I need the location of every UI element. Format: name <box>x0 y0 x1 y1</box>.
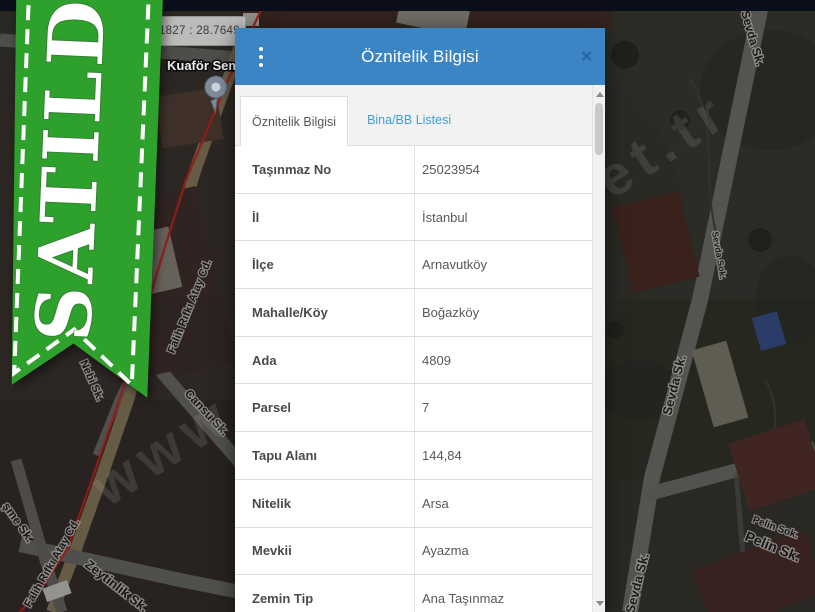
table-row: Mahalle/Köy Boğazköy <box>235 289 592 337</box>
scrollbar-thumb[interactable] <box>595 103 603 155</box>
close-icon[interactable]: ✕ <box>580 48 593 65</box>
tab-bar: Öznitelik Bilgisi Bina/BB Listesi <box>235 85 605 146</box>
row-value: Boğazköy <box>422 304 480 320</box>
row-label: İlçe <box>235 241 415 289</box>
row-value: 144,84 <box>422 447 462 463</box>
row-label: Taşınmaz No <box>235 146 415 193</box>
kebab-menu-icon[interactable] <box>255 43 267 71</box>
row-value: Arnavutköy <box>422 257 488 273</box>
row-value: Arsa <box>422 495 449 511</box>
row-value: Ana Taşınmaz <box>422 591 505 607</box>
table-row: İlçe Arnavutköy <box>235 241 592 290</box>
tab-bina-bb-listesi[interactable]: Bina/BB Listesi <box>367 113 452 127</box>
row-value: 7 <box>422 400 430 416</box>
row-label: Parsel <box>235 384 415 432</box>
map-pin-icon[interactable] <box>203 75 230 115</box>
modal-scrollbar[interactable] <box>592 85 605 612</box>
table-row: Tapu Alanı 144,84 <box>235 432 592 480</box>
table-row: Parsel 7 <box>235 384 592 433</box>
coordinates-display: 41.1827 : 28.7649 <box>136 16 246 46</box>
table-row: Taşınmaz No 25023954 <box>235 146 592 194</box>
row-label: Mevkii <box>235 527 415 575</box>
row-label: Ada <box>235 336 415 384</box>
tab-oznitelik-bilgisi[interactable]: Öznitelik Bilgisi <box>240 96 349 146</box>
modal-body: Öznitelik Bilgisi Bina/BB Listesi Taşınm… <box>235 85 605 612</box>
row-label: Zemin Tip <box>235 575 415 612</box>
scroll-up-icon[interactable] <box>593 87 605 101</box>
browser-top-strip <box>0 0 815 11</box>
row-label: Nitelik <box>235 479 415 527</box>
table-row: Mevkii Ayazma <box>235 527 592 576</box>
table-row: Ada 4809 <box>235 336 592 385</box>
row-value: İstanbul <box>422 209 468 225</box>
table-row: Zemin Tip Ana Taşınmaz <box>235 575 592 612</box>
row-label: İl <box>235 193 415 241</box>
scroll-down-icon[interactable] <box>593 596 605 610</box>
table-row: Nitelik Arsa <box>235 479 592 528</box>
row-value: Ayazma <box>422 543 469 559</box>
row-label: Tapu Alanı <box>235 432 415 479</box>
row-label: Mahalle/Köy <box>235 289 415 336</box>
modal-header: Öznitelik Bilgisi ✕ <box>235 28 605 85</box>
table-row: İl İstanbul <box>235 193 592 242</box>
modal-title: Öznitelik Bilgisi <box>361 46 479 66</box>
attribute-info-modal: Öznitelik Bilgisi ✕ Öznitelik Bilgisi Bi… <box>235 28 605 612</box>
row-value: 4809 <box>422 352 451 368</box>
poi-label: Kuaför Semra <box>167 58 253 73</box>
row-value: 25023954 <box>422 161 480 177</box>
attribute-table: Taşınmaz No 25023954 İl İstanbul İlçe Ar… <box>235 145 592 612</box>
